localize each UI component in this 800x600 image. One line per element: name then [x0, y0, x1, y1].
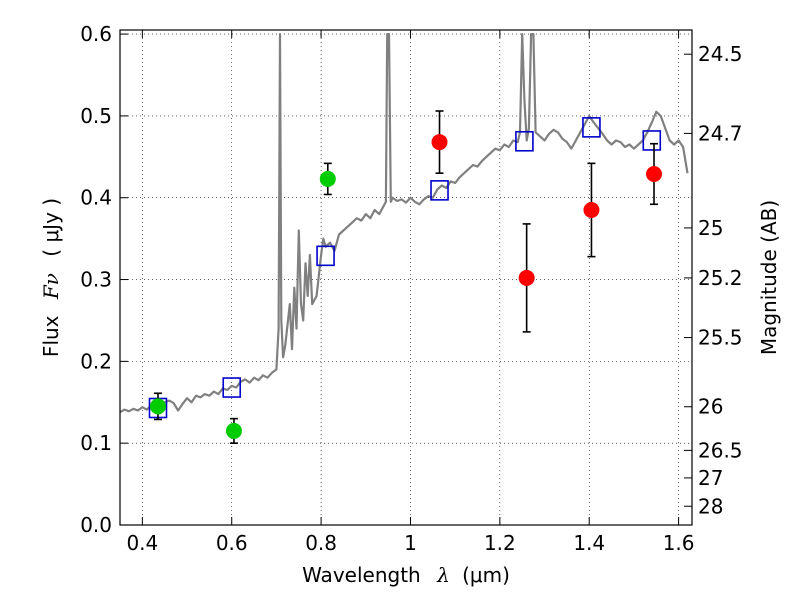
x-tick-label-2: 0.8 — [305, 531, 337, 555]
observed_nir-point-3 — [646, 166, 663, 182]
model-band-square-1 — [222, 377, 242, 398]
observed-points — [149, 110, 663, 444]
x-tick-label-6: 1.6 — [663, 531, 695, 555]
x-tick-label-5: 1.4 — [573, 531, 605, 555]
observed_nir-point-2 — [583, 202, 600, 218]
mag-tick-label-1: 24.7 — [698, 121, 743, 145]
model-band-markers — [148, 117, 662, 419]
y-tick-label-4: 0.4 — [80, 186, 112, 210]
plot-frame — [119, 29, 693, 526]
observed_optical-point-2 — [319, 170, 336, 187]
model-band-square-5 — [582, 117, 601, 138]
mag-tick-label-8: 28 — [698, 494, 723, 518]
y-axis-label-text: Flux — [39, 315, 63, 357]
magnitude-axis-label: Magnitude (AB) — [757, 200, 781, 355]
mag-tick-label-2: 25 — [698, 216, 723, 240]
model-band-square-2 — [316, 245, 335, 267]
y-tick-label-2: 0.2 — [80, 349, 112, 373]
mag-tick-label-7: 27 — [698, 466, 723, 490]
mag-tick-label-5: 26 — [698, 395, 723, 419]
model-spectrum-line — [120, 33, 689, 414]
y-axis-label-symbol: Fν — [39, 273, 63, 300]
x-tick-label-1: 0.6 — [216, 531, 248, 555]
y-axis-label: Flux Fν ( μJy ) — [39, 198, 63, 357]
y-tick-label-6: 0.6 — [80, 22, 112, 46]
model-band-square-4 — [515, 130, 534, 152]
mag-tick-label-3: 25.2 — [698, 266, 743, 290]
y-tick-label-5: 0.5 — [80, 104, 112, 128]
observed_nir-point-1 — [518, 269, 535, 286]
axis-ticks: 0.4 0.6 0.8 1 1.2 1.4 1.6 0.0 0.1 0.2 0.3 0.4 0.5 0.6… — [80, 22, 742, 555]
x-axis-label-symbol: λ — [436, 563, 450, 587]
observed_optical-point-0 — [149, 398, 166, 415]
grid — [120, 30, 692, 526]
mag-tick-label-6: 26.5 — [698, 438, 743, 462]
x-tick-label-0: 0.4 — [126, 531, 158, 555]
y-tick-label-3: 0.3 — [80, 268, 112, 292]
x-axis-label-text: Wavelength — [302, 563, 421, 587]
model-band-square-6 — [642, 130, 662, 151]
x-axis-label-unit: (μm) — [462, 563, 510, 587]
mag-tick-label-4: 25.5 — [698, 326, 743, 350]
observed_optical-point-1 — [225, 422, 242, 439]
model-band-square-3 — [430, 180, 449, 201]
x-tick-label-3: 1 — [404, 531, 417, 555]
mag-tick-label-0: 24.5 — [698, 42, 743, 66]
x-tick-label-4: 1.2 — [484, 531, 516, 555]
y-axis-label-unit: ( μJy ) — [39, 198, 63, 257]
y-tick-label-1: 0.1 — [80, 431, 112, 455]
y-tick-label-0: 0.0 — [80, 513, 112, 537]
x-axis-label: Wavelength λ (μm) — [302, 563, 510, 587]
observed_nir-point-0 — [431, 134, 448, 151]
model-spectrum — [120, 33, 689, 414]
